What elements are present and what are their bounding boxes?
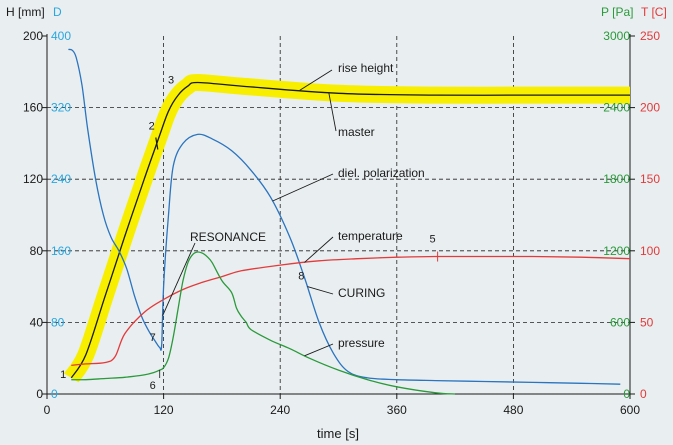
master-leader	[328, 92, 337, 132]
rise-height-annotation: rise height	[338, 61, 394, 75]
resonance-annotation: RESONANCE	[190, 230, 266, 244]
t-tick-label: 200	[640, 101, 660, 115]
rise-height-leader	[299, 69, 333, 91]
t-tick-label: 250	[640, 29, 660, 43]
point-label-8: 8	[298, 271, 304, 283]
t-axis-title: T [C]	[641, 5, 667, 19]
x-tick-label: 600	[620, 403, 640, 417]
d-tick-label: 320	[51, 101, 71, 115]
x-tick-label: 360	[387, 403, 407, 417]
p-tick-label: 1200	[603, 244, 630, 258]
point-label-1: 1	[60, 369, 66, 381]
t-tick-label: 0	[640, 387, 647, 401]
master-marker	[155, 137, 159, 150]
point-label-3: 3	[168, 74, 174, 86]
master-line	[70, 81, 630, 379]
t-tick-label: 150	[640, 172, 660, 186]
x-tick-label: 480	[503, 403, 523, 417]
master-annotation: master	[338, 125, 375, 139]
point-label-7: 7	[150, 332, 156, 344]
diel-polarization-annotation: diel. polarization	[338, 166, 425, 180]
point-label-5: 5	[429, 234, 435, 246]
tick-labels: 0408012016020008016024032040006001200180…	[23, 29, 660, 417]
d-tick-label: 0	[51, 387, 58, 401]
temperature-leader	[304, 236, 334, 263]
t-tick-label: 50	[640, 315, 654, 329]
d-tick-label: 160	[51, 244, 71, 258]
d-tick-label: 400	[51, 29, 71, 43]
h-tick-label: 120	[23, 172, 43, 186]
point-label-6: 6	[150, 380, 156, 392]
x-tick-label: 240	[270, 403, 290, 417]
point-label-2: 2	[149, 121, 155, 133]
x-tick-label: 120	[154, 403, 174, 417]
diel-polarization-line	[68, 48, 621, 385]
h-tick-label: 160	[23, 101, 43, 115]
curing-leader	[307, 286, 334, 295]
x-tick-label: 0	[44, 403, 51, 417]
h-tick-label: 200	[23, 29, 43, 43]
annotation-leaders	[159, 69, 337, 378]
annotation-labels: rise height master diel. polarization RESON…	[60, 61, 435, 392]
series-layer	[68, 48, 631, 395]
resonance-leader	[162, 242, 196, 316]
p-tick-label: 600	[610, 315, 630, 329]
p-axis-title: P [Pa]	[601, 5, 633, 19]
h-tick-label: 80	[30, 244, 44, 258]
curing-annotation: CURING	[338, 286, 385, 300]
diel-polarization-leader	[272, 173, 334, 202]
p-tick-label: 1800	[603, 172, 630, 186]
pressure-line	[71, 251, 456, 395]
d-tick-label: 240	[51, 172, 71, 186]
d-tick-label: 80	[51, 315, 65, 329]
temperature-line	[71, 255, 631, 367]
p-tick-label: 0	[623, 387, 630, 401]
p-tick-label: 2400	[603, 101, 630, 115]
pressure-leader	[304, 343, 334, 357]
d-axis-title: D	[53, 5, 62, 19]
h-tick-label: 0	[36, 387, 43, 401]
p-tick-label: 3000	[603, 29, 630, 43]
h-tick-label: 40	[30, 315, 44, 329]
temperature-annotation: temperature	[338, 229, 403, 243]
pressure-annotation: pressure	[338, 336, 385, 350]
h-axis-title: H [mm]	[6, 5, 45, 19]
x-axis-title: time [s]	[317, 426, 359, 441]
t-tick-label: 100	[640, 244, 660, 258]
